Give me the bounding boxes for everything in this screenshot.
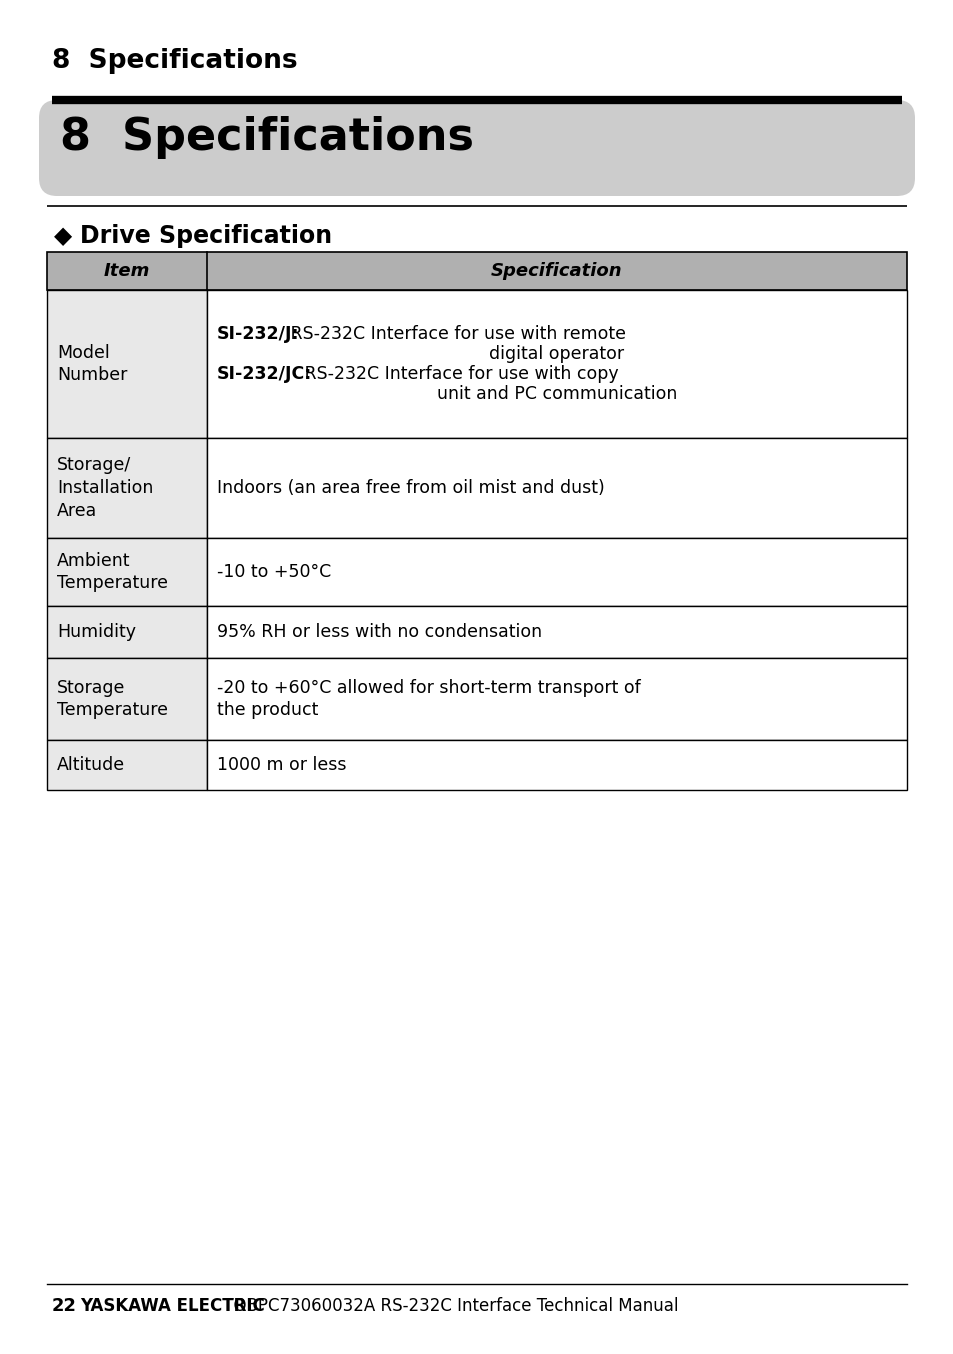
Text: TOBPC73060032A RS-232C Interface Technical Manual: TOBPC73060032A RS-232C Interface Technic… xyxy=(218,1297,678,1315)
Text: Model
Number: Model Number xyxy=(57,344,128,385)
Bar xyxy=(47,437,207,538)
Text: YASKAWA ELECTRIC: YASKAWA ELECTRIC xyxy=(80,1297,265,1315)
Text: Item: Item xyxy=(104,263,150,280)
Text: RS-232C Interface for use with remote: RS-232C Interface for use with remote xyxy=(285,325,625,343)
Text: 8  Specifications: 8 Specifications xyxy=(52,47,297,74)
Text: -10 to +50°C: -10 to +50°C xyxy=(216,563,331,581)
Text: Storage/
Installation
Area: Storage/ Installation Area xyxy=(57,456,153,520)
Text: 8  Specifications: 8 Specifications xyxy=(60,116,474,158)
Text: Specification: Specification xyxy=(491,263,622,280)
Text: Humidity: Humidity xyxy=(57,623,136,640)
Bar xyxy=(207,538,906,607)
Text: Storage
Temperature: Storage Temperature xyxy=(57,678,168,719)
Bar xyxy=(207,290,906,437)
Text: SI-232/J:: SI-232/J: xyxy=(216,325,299,343)
Text: RS-232C Interface for use with copy: RS-232C Interface for use with copy xyxy=(298,366,618,383)
Bar xyxy=(47,741,207,789)
Text: Ambient
Temperature: Ambient Temperature xyxy=(57,551,168,593)
Text: unit and PC communication: unit and PC communication xyxy=(436,385,677,403)
Bar xyxy=(207,658,906,741)
Text: Altitude: Altitude xyxy=(57,756,125,774)
Bar xyxy=(47,607,207,658)
Text: Drive Specification: Drive Specification xyxy=(80,223,332,248)
Bar xyxy=(207,437,906,538)
Text: Indoors (an area free from oil mist and dust): Indoors (an area free from oil mist and … xyxy=(216,479,604,497)
Text: digital operator: digital operator xyxy=(489,345,624,363)
Bar xyxy=(47,658,207,741)
Bar xyxy=(47,252,906,290)
Text: SI-232/JC:: SI-232/JC: xyxy=(216,366,312,383)
FancyBboxPatch shape xyxy=(39,100,914,196)
Text: 95% RH or less with no condensation: 95% RH or less with no condensation xyxy=(216,623,541,640)
Text: ◆: ◆ xyxy=(54,223,72,248)
Text: 1000 m or less: 1000 m or less xyxy=(216,756,346,774)
Bar xyxy=(207,741,906,789)
Bar xyxy=(47,538,207,607)
Text: -20 to +60°C allowed for short-term transport of
the product: -20 to +60°C allowed for short-term tran… xyxy=(216,678,640,719)
Bar xyxy=(47,290,207,437)
Bar xyxy=(207,607,906,658)
Text: 22: 22 xyxy=(52,1297,77,1315)
